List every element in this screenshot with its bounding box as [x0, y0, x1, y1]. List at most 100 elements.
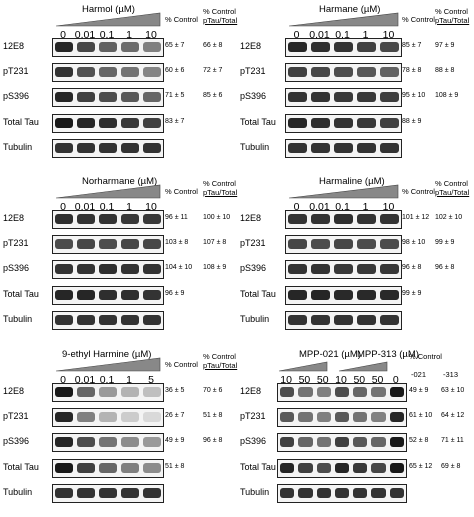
blot-band [55, 239, 73, 249]
blot-band [371, 488, 386, 498]
lane-label: 0 [60, 201, 66, 213]
panel-title: Harmane (µM) [319, 4, 381, 15]
blot-band [280, 412, 295, 422]
blot-strip [52, 260, 164, 279]
blot-band [380, 143, 399, 153]
blot-strip [285, 235, 402, 254]
blot-band [334, 437, 350, 447]
blot-band [334, 463, 350, 473]
row-label: pS396 [240, 91, 267, 101]
blot-band [99, 437, 117, 447]
control-value: 65 ± 7 [165, 42, 185, 49]
blot-band [77, 143, 95, 153]
blot-band [99, 488, 117, 498]
blot-band [334, 290, 353, 300]
row-label: 12E8 [3, 213, 25, 223]
blot-band [121, 143, 139, 153]
wedge-triangle [338, 361, 388, 372]
blot-strip [285, 260, 402, 279]
ptau-value: 108 ± 9 [435, 92, 459, 99]
blot-band [288, 290, 307, 300]
panel-title: Harmaline (µM) [319, 176, 385, 187]
blot-strip [52, 484, 164, 503]
control-value: 49 ± 9 [165, 437, 185, 444]
blot-band [357, 239, 376, 249]
blot-band [77, 239, 95, 249]
lane-label: 10 [335, 374, 347, 386]
blot-band [99, 118, 117, 128]
blot-band [316, 463, 331, 473]
column-header-ptau-line2: pTau/Total [203, 360, 238, 370]
blot-band [55, 42, 73, 52]
blot-band [55, 412, 73, 422]
lane-label: 10 [382, 201, 395, 213]
control-value: 103 ± 8 [165, 239, 189, 246]
blot-band [288, 264, 307, 274]
blot-row: 12E8 96 ± 11 100 ± 10 [0, 208, 237, 230]
column-header-ptau: % Control pTau/Total [203, 7, 237, 25]
blot-band [121, 118, 139, 128]
column-header-021: -021 [411, 370, 427, 379]
blot-band [99, 315, 117, 325]
blot-band [77, 42, 95, 52]
blot-row: Tubulin [0, 482, 237, 504]
ptau-value: 71 ± 11 [441, 437, 464, 444]
ptau-value: 96 ± 8 [435, 264, 455, 271]
blot-band [357, 118, 376, 128]
control-value: 65 ± 12 [409, 463, 433, 470]
panel-title: Norharmane (µM) [82, 176, 158, 187]
blot-band [55, 214, 73, 224]
panel-title: Harmol (µM) [82, 4, 135, 15]
lane-label: 10 [382, 29, 395, 41]
blot-band [143, 437, 161, 447]
column-header-control: % Control [402, 15, 435, 24]
blot-row: 12E8 65 ± 7 66 ± 8 [0, 36, 237, 58]
blot-row: Total Tau 83 ± 7 [0, 112, 237, 134]
blot-strip [52, 408, 164, 427]
ptau-value: 96 ± 8 [203, 437, 223, 444]
row-label: pT231 [3, 66, 29, 76]
control-value: 88 ± 9 [402, 118, 422, 125]
blot-strip [52, 139, 164, 158]
column-header-ptau-line1: % Control [435, 7, 468, 16]
blot-strip [285, 114, 402, 133]
blot-row: pT231 60 ± 6 72 ± 7 [0, 61, 237, 83]
column-header-ptau-line2: pTau/Total [203, 187, 238, 197]
blot-row: pS396 95 ± 10 108 ± 9 [237, 86, 474, 108]
control-value: 101 ± 12 [402, 214, 430, 221]
lane-label: 10 [280, 374, 292, 386]
blot-band [280, 437, 295, 447]
blot-band [55, 488, 73, 498]
row-label: Total Tau [240, 117, 276, 127]
blot-row: Tubulin [237, 482, 474, 504]
blot-row: pT231 78 ± 8 88 ± 8 [237, 61, 474, 83]
blot-row: pS396 71 ± 5 85 ± 6 [0, 86, 237, 108]
blot-strip [285, 88, 402, 107]
blot-band [55, 92, 73, 102]
panel-title-2: MPP-313 (µM) [357, 349, 419, 360]
column-header-ptau-line1: % Control [203, 7, 236, 16]
blot-row: Total Tau 88 ± 9 [237, 112, 474, 134]
blot-strip [52, 433, 164, 452]
lane-label: 1 [126, 29, 132, 41]
blot-band [55, 387, 73, 397]
blot-band [55, 463, 73, 473]
ptau-value: 51 ± 8 [203, 412, 223, 419]
ptau-value: 69 ± 8 [441, 463, 461, 470]
blot-row: 12E8 101 ± 12 102 ± 10 [237, 208, 474, 230]
blot-strip [285, 286, 402, 305]
blot-band [380, 315, 399, 325]
blot-strip [52, 38, 164, 57]
blot-band [357, 315, 376, 325]
blot-row: pT231 26 ± 7 51 ± 8 [0, 406, 237, 428]
blot-band [55, 143, 73, 153]
row-label: Tubulin [240, 314, 270, 324]
blot-band [334, 264, 353, 274]
blot-band [311, 42, 330, 52]
row-label: pS396 [3, 91, 30, 101]
row-label: pT231 [240, 411, 266, 421]
blot-band [55, 437, 73, 447]
blot-band [311, 67, 330, 77]
blot-band [380, 92, 399, 102]
blot-band [311, 264, 330, 274]
